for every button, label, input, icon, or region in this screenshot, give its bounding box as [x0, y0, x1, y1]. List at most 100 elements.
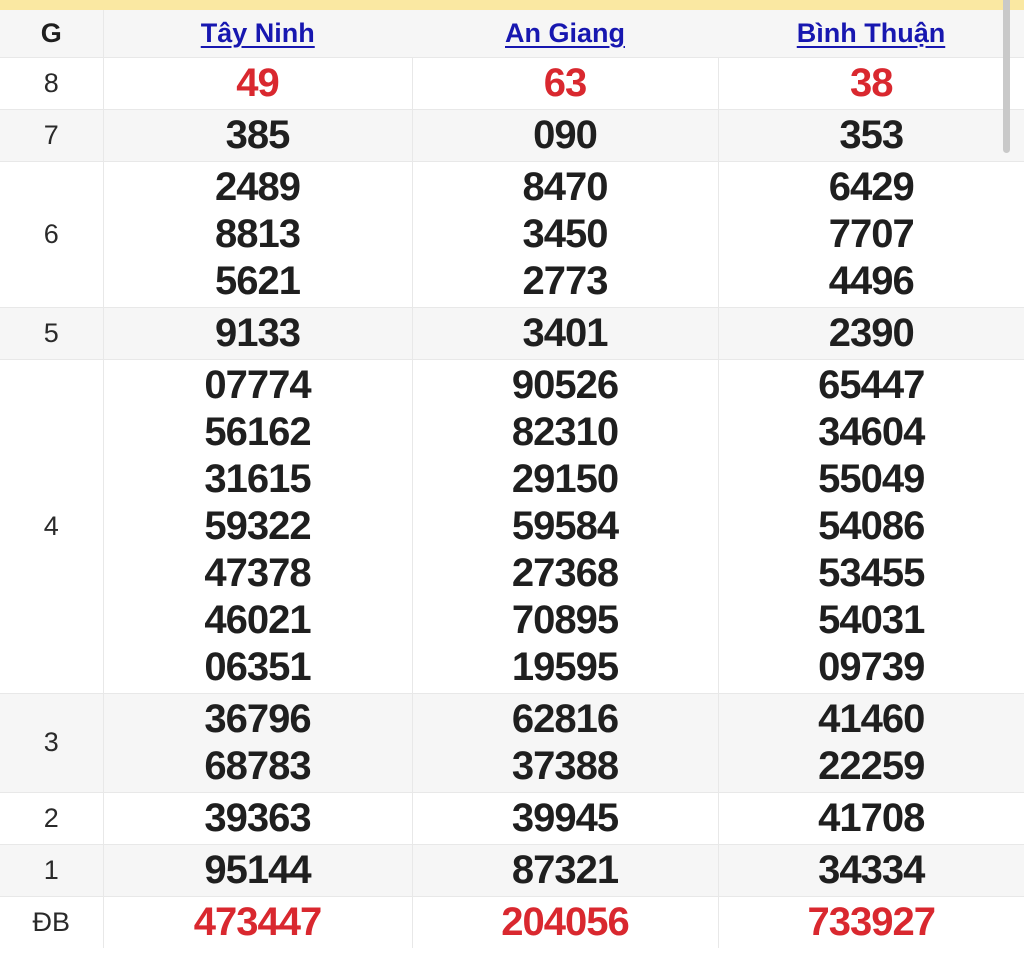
prize-number: 22259 — [818, 743, 925, 788]
prize-label: 7 — [0, 108, 104, 161]
prize-number: 41708 — [818, 795, 925, 840]
prize-number: 34604 — [818, 409, 925, 454]
prize-number: 47378 — [204, 550, 311, 595]
prize-cell-an-giang: 87321 — [412, 843, 719, 896]
prize-cell-b-nh-thu-n: 34334 — [718, 843, 1024, 896]
prize-number: 19595 — [511, 644, 619, 689]
prize-number: 09739 — [818, 644, 925, 689]
province-link-binh-thuan[interactable]: Bình Thuận — [796, 17, 946, 48]
prize-number: 2489 — [215, 164, 301, 209]
prize-cell-t-y-ninh: 39363 — [103, 791, 413, 844]
prize-cell-t-y-ninh: 07774 56162 31615 59322 47378 46021 06351 — [103, 358, 413, 693]
prize-cell-b-nh-thu-n: 65447 34604 55049 54086 53455 54031 09739 — [718, 358, 1024, 693]
prize-cell-t-y-ninh: 95144 — [103, 843, 413, 896]
prize-number: 55049 — [818, 456, 925, 501]
prize-number: 53455 — [818, 550, 925, 595]
prize-number: 65447 — [818, 362, 925, 407]
prize-cell-an-giang: 204056 — [412, 895, 719, 948]
province-link-tay-ninh[interactable]: Tây Ninh — [200, 17, 315, 48]
prize-cell-b-nh-thu-n: 353 — [718, 108, 1024, 161]
prize-cell-b-nh-thu-n: 41708 — [718, 791, 1024, 844]
prize-cell-an-giang: 39945 — [412, 791, 719, 844]
prize-label: ĐB — [0, 895, 104, 948]
prize-cell-b-nh-thu-n: 733927 — [718, 895, 1024, 948]
prize-number: 68783 — [204, 743, 311, 788]
prize-number: 62816 — [511, 696, 619, 741]
prize-label: 6 — [0, 160, 104, 307]
prize-row-db: ĐB 473447 204056 733927 — [0, 895, 1024, 948]
prize-cell-b-nh-thu-n: 6429 7707 4496 — [718, 160, 1024, 307]
prize-number: 56162 — [204, 409, 311, 454]
prize-column-header: G — [0, 10, 104, 58]
prize-number: 54031 — [818, 597, 925, 642]
prize-label: 4 — [0, 358, 104, 693]
province-header-an-giang: An Giang — [412, 10, 718, 58]
prize-number: 2390 — [828, 310, 915, 355]
prize-label: 3 — [0, 692, 104, 792]
prize-number: 63 — [543, 60, 588, 105]
prize-number: 27368 — [511, 550, 619, 595]
prize-cell-an-giang: 90526 82310 29150 59584 27368 70895 19595 — [412, 358, 719, 693]
prize-number: 8470 — [522, 164, 609, 209]
prize-row-2: 2 39363 39945 41708 — [0, 791, 1024, 844]
prize-number: 2773 — [522, 258, 609, 303]
prize-number: 29150 — [511, 456, 619, 501]
prize-cell-b-nh-thu-n: 41460 22259 — [718, 692, 1024, 792]
prize-number: 473447 — [193, 899, 322, 944]
prize-row-1: 1 95144 87321 34334 — [0, 843, 1024, 896]
prize-number: 59322 — [204, 503, 311, 548]
prize-number: 54086 — [818, 503, 925, 548]
prize-cell-an-giang: 63 — [412, 56, 719, 109]
prize-row-5: 5 9133 3401 2390 — [0, 306, 1024, 359]
prize-label: 8 — [0, 56, 104, 109]
prize-cell-t-y-ninh: 49 — [103, 56, 413, 109]
prize-number: 36796 — [204, 696, 311, 741]
prize-number: 8813 — [215, 211, 301, 256]
vertical-scrollbar-thumb[interactable] — [1003, 0, 1010, 153]
prize-number: 90526 — [511, 362, 619, 407]
prize-cell-t-y-ninh: 9133 — [103, 306, 413, 359]
prize-number: 31615 — [204, 456, 311, 501]
prize-number: 3450 — [522, 211, 609, 256]
prize-number: 34334 — [818, 847, 925, 892]
top-yellow-banner — [0, 0, 1024, 10]
prize-number: 385 — [225, 112, 291, 157]
prize-row-8: 8 49 63 38 — [0, 56, 1024, 109]
prize-number: 39363 — [204, 795, 311, 840]
prize-cell-an-giang: 62816 37388 — [412, 692, 719, 792]
prize-row-6: 6 2489 8813 5621 8470 3450 2773 6429 7707 4496 — [0, 160, 1024, 307]
prize-number: 82310 — [511, 409, 619, 454]
prize-number: 87321 — [511, 847, 619, 892]
prize-number: 38 — [850, 60, 893, 105]
province-link-an-giang[interactable]: An Giang — [505, 17, 625, 48]
prize-cell-t-y-ninh: 385 — [103, 108, 413, 161]
prize-label: 2 — [0, 791, 104, 844]
table-header-row: G Tây Ninh An Giang Bình Thuận — [0, 10, 1024, 58]
prize-number: 733927 — [807, 899, 936, 944]
prize-cell-t-y-ninh: 473447 — [103, 895, 413, 948]
prize-number: 95144 — [204, 847, 311, 892]
prize-cell-an-giang: 090 — [412, 108, 719, 161]
prize-number: 70895 — [511, 597, 619, 642]
prize-cell-an-giang: 8470 3450 2773 — [412, 160, 719, 307]
prize-number: 46021 — [204, 597, 311, 642]
province-header-binh-thuan: Bình Thuận — [718, 10, 1024, 58]
prize-number: 353 — [839, 112, 904, 157]
prize-number: 06351 — [204, 644, 311, 689]
prize-cell-t-y-ninh: 36796 68783 — [103, 692, 413, 792]
prize-cell-b-nh-thu-n: 38 — [718, 56, 1024, 109]
prize-number: 41460 — [818, 696, 925, 741]
lottery-results-table: G Tây Ninh An Giang Bình Thuận 8 49 63 38 7 3… — [0, 10, 1024, 948]
province-header-tay-ninh: Tây Ninh — [103, 10, 412, 58]
prize-label: 1 — [0, 843, 104, 896]
prize-number: 37388 — [511, 743, 619, 788]
prize-number: 49 — [236, 60, 280, 105]
prize-number: 9133 — [215, 310, 301, 355]
prize-number: 3401 — [522, 310, 609, 355]
prize-row-3: 3 36796 68783 62816 37388 41460 22259 — [0, 692, 1024, 792]
table-body: 8 49 63 38 7 385 090 353 6 2489 8813 5621 8470 3450 27… — [0, 56, 1024, 948]
prize-number: 5621 — [215, 258, 301, 303]
prize-number: 4496 — [828, 258, 915, 303]
prize-number: 07774 — [204, 362, 311, 407]
prize-number: 090 — [533, 112, 598, 157]
